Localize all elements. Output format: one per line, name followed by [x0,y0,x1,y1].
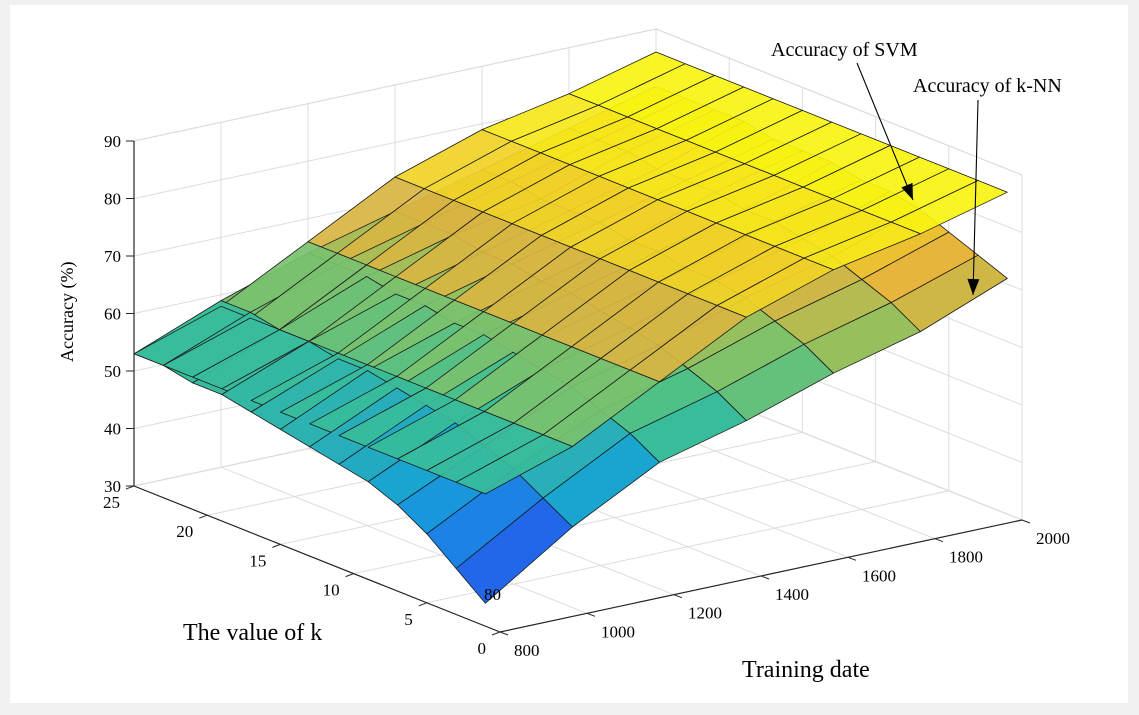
k-tick-label: 20 [176,522,193,541]
annotation-svm: Accuracy of SVM [771,39,918,61]
svm-arrow-head [901,182,913,200]
k-tick-mark [491,631,501,636]
annotation-80: 80 [484,585,501,604]
k-tick-label: 25 [103,493,120,512]
x-tick-mark [586,612,596,617]
z-tick-label: 60 [104,305,121,324]
x-tick-mark [760,575,770,580]
z-tick-label: 80 [104,190,121,209]
z-tick-label: 90 [104,132,121,151]
x-tick-mark [1021,519,1031,524]
x-tick-mark [673,594,683,599]
z-axis-label: Accuracy (%) [57,262,78,362]
k-tick-label: 0 [478,639,487,658]
x-tick-label: 1800 [949,548,983,567]
k-tick-mark [199,514,208,519]
svm-arrow-shaft [856,62,914,201]
knn-surface-patch [455,497,573,604]
k-tick-mark [345,573,354,578]
knn-arrow-shaft [972,99,979,296]
z-tick-label: 40 [104,420,121,439]
annotation-knn: Accuracy of k-NN [913,75,1062,97]
x-tick-label: 1000 [601,622,635,641]
z-tick-label: 50 [104,362,121,381]
x-tick-label: 1400 [775,585,809,604]
k-tick-label: 15 [249,551,266,570]
k-tick-label: 5 [404,610,413,629]
k-axis-line [133,485,501,633]
y-axis-label: The value of k [183,620,322,646]
surface-layer [133,51,1008,604]
knn-arrow-head [967,278,980,295]
k-tick-mark [272,543,281,548]
x-tick-mark [847,556,857,561]
x-tick-mark [934,538,944,543]
x-tick-label: 1200 [688,604,722,623]
annotation-arrows [856,62,980,296]
x-tick-label: 800 [514,641,540,660]
x-tick-mark [499,631,509,636]
z-tick-label: 30 [104,477,121,496]
x-axis-label: Training date [742,657,870,683]
x-tick-label: 1600 [862,566,896,585]
k-tick-label: 10 [323,581,340,600]
x-tick-label: 2000 [1036,529,1070,548]
svm-surface-patch [455,434,573,495]
z-tick-label: 70 [104,247,121,266]
k-tick-mark [418,602,427,607]
